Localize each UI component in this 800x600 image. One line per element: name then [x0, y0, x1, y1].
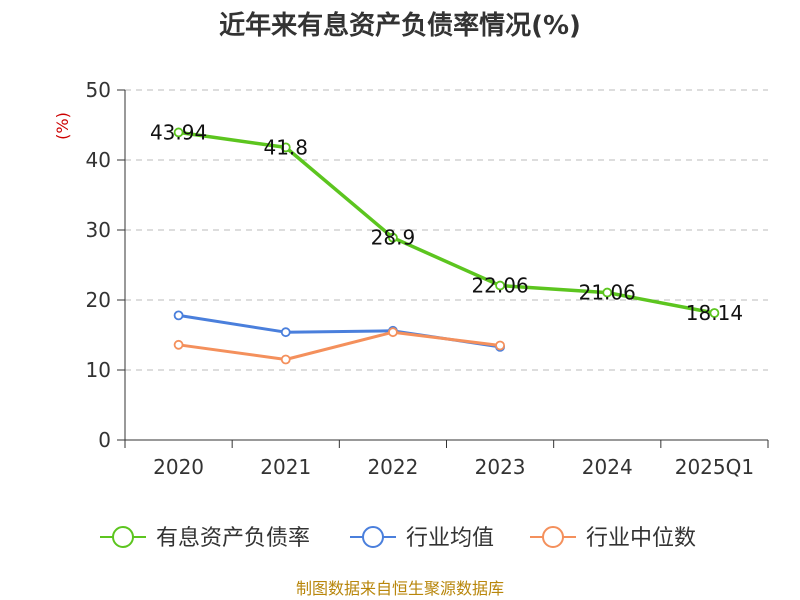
- series-point: [173, 339, 184, 350]
- legend-swatch-marker: [542, 526, 564, 548]
- y-tick-label: 40: [86, 148, 111, 172]
- series-point: [602, 287, 613, 298]
- series-line: [178, 130, 715, 315]
- axes: 0 10 20 30 40 50 2020 2021 2022 2023 2024 2025Q1: [86, 78, 769, 479]
- y-tick-label: 20: [86, 288, 111, 312]
- y-tick-label: 30: [86, 218, 111, 242]
- series-point: [173, 310, 184, 321]
- series-point: [709, 308, 720, 318]
- x-tick-label: 2024: [582, 455, 633, 479]
- grid-lines: [125, 89, 768, 371]
- series-point: [280, 327, 291, 338]
- data-labels: 43.94 41.8 28.9 22.06 21.06 18.14: [150, 120, 743, 325]
- legend-label: 行业中位数: [586, 526, 696, 551]
- legend-item: 行业中位数: [530, 526, 696, 551]
- chart-title: 近年来有息资产负债率情况(%): [219, 10, 581, 41]
- y-tick-label: 0: [98, 428, 111, 452]
- legend-swatch-marker: [362, 526, 384, 548]
- y-tick-label: 10: [86, 358, 111, 382]
- legend: 有息资产负债率 行业均值 行业中位数: [100, 526, 696, 551]
- series-layer: [173, 127, 720, 365]
- x-tick-label: 2023: [475, 455, 526, 479]
- x-tick-label: 2020: [153, 455, 204, 479]
- series-point: [495, 340, 505, 351]
- legend-label: 有息资产负债率: [156, 526, 310, 551]
- x-tick-label: 2022: [367, 455, 418, 479]
- series-point: [173, 127, 184, 138]
- data-label: 22.06: [471, 274, 528, 298]
- data-label: 28.9: [371, 226, 416, 250]
- legend-label: 行业均值: [406, 526, 494, 551]
- x-tick-label: 2021: [260, 455, 311, 479]
- series-point: [495, 280, 505, 291]
- data-label: 43.94: [150, 120, 207, 144]
- source-note: 制图数据来自恒生聚源数据库: [296, 579, 504, 598]
- series-line: [178, 313, 501, 349]
- series-line: [178, 330, 501, 361]
- legend-item: 有息资产负债率: [100, 526, 310, 551]
- series-point: [388, 327, 398, 338]
- series-point: [388, 232, 398, 243]
- y-tick-label: 50: [86, 78, 111, 102]
- series-point: [280, 354, 291, 365]
- data-label: 41.8: [263, 135, 308, 159]
- series-point: [280, 142, 291, 153]
- legend-swatch-marker: [112, 526, 134, 548]
- legend-item: 行业均值: [350, 526, 494, 551]
- x-tick-label: 2025Q1: [675, 455, 754, 479]
- data-label: 21.06: [579, 281, 636, 305]
- unit-label: (%): [53, 112, 72, 140]
- data-label: 18.14: [686, 301, 743, 325]
